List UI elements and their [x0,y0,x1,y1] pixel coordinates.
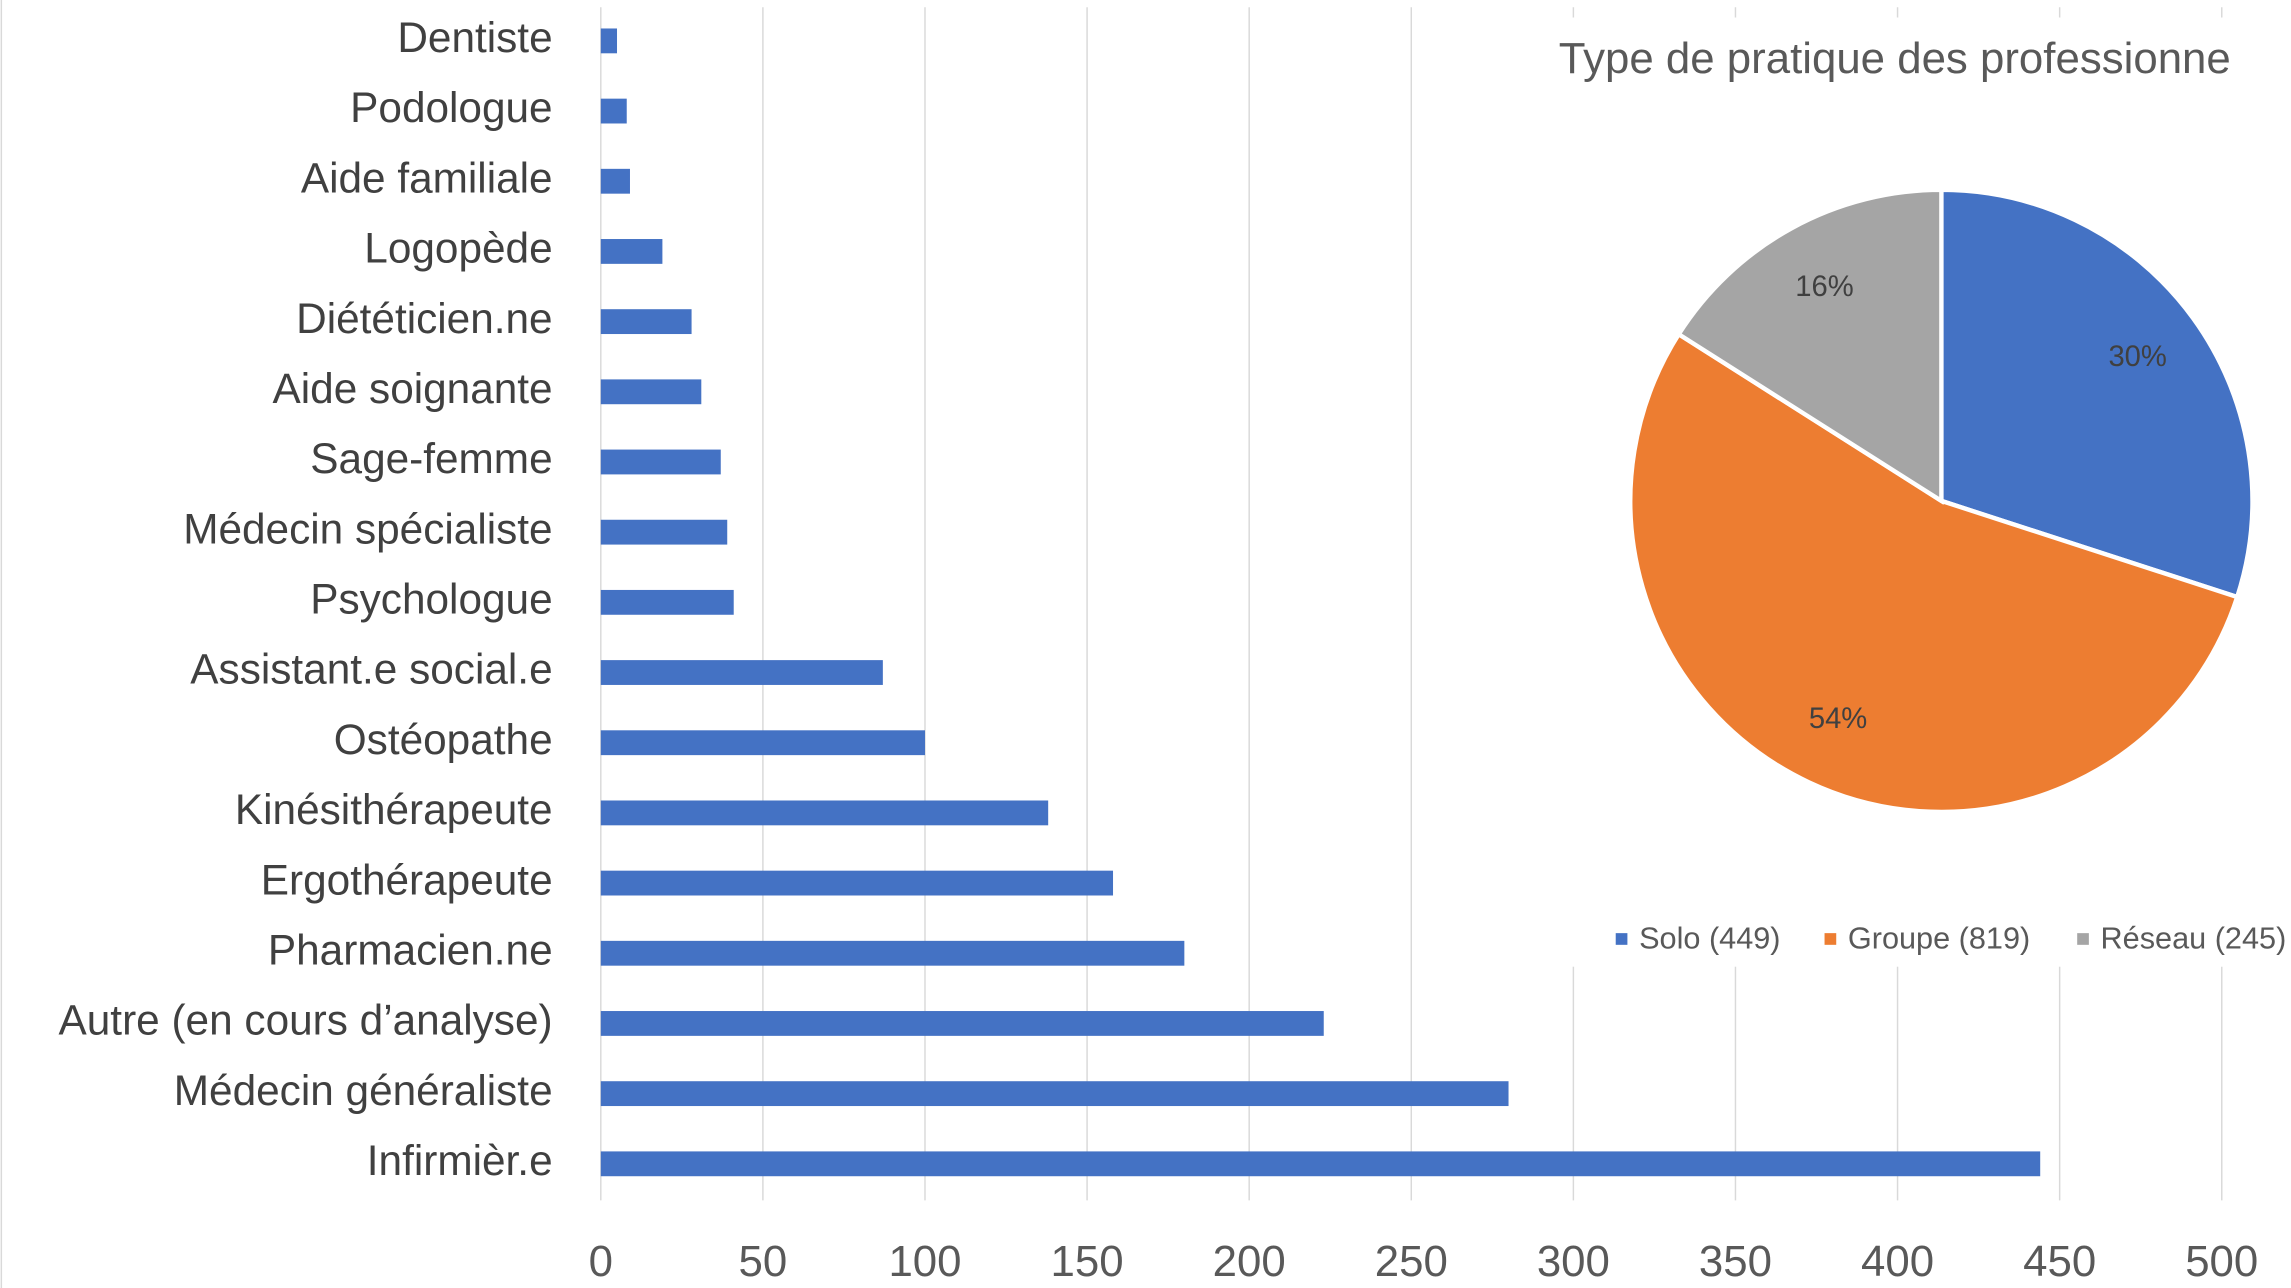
pie-slice [1628,331,2240,815]
bar [600,1011,1324,1036]
legend-marker [2077,933,2089,945]
y-tick-label: Podologue [350,84,552,131]
legend-marker [1615,933,1628,945]
bar [600,660,883,685]
x-tick-label: 0 [589,1237,613,1286]
legend-label: Réseau (245) [2101,922,2287,956]
y-tick-label: Autre (en cours d’analyse) [59,997,553,1044]
x-tick-label: 350 [1699,1237,1772,1286]
bar [600,589,734,615]
bar [600,168,630,194]
bar [600,1081,1509,1107]
bar [600,730,925,756]
y-tick-label: Médecin spécialiste [183,505,552,552]
x-tick-label: 200 [1213,1237,1286,1286]
y-tick-label: Psychologue [310,576,552,623]
x-tick-label: 450 [2023,1237,2096,1286]
bar [600,309,692,335]
data-label: 16% [1795,271,1853,303]
pie-title: Type de pratique des professionne [1559,34,2231,83]
bar [600,239,663,264]
legend-label: Solo (449) [1639,922,1780,956]
y-tick-label: Infirmièr.e [367,1137,553,1184]
y-tick-label: Ostéopathe [334,716,553,763]
y-tick-label: Diététicien.ne [296,295,552,342]
pie-slice [1939,187,2255,600]
y-tick-label: Médecin généraliste [174,1067,553,1114]
bar [600,98,627,124]
bar [600,379,702,405]
y-tick-label: Ergothérapeute [261,856,553,903]
y-tick-label: Pharmacien.ne [268,926,553,973]
x-tick-label: 50 [739,1237,788,1286]
y-tick-label: Logopède [364,225,552,272]
bar [600,800,1049,826]
y-tick-label: Aide familiale [301,154,553,201]
y-tick-label: Assistant.e social.e [190,646,552,693]
legend-marker [1824,933,1837,945]
y-tick-label: Dentiste [397,14,552,61]
x-tick-label: 400 [1861,1237,1934,1286]
y-tick-label: Aide soignante [273,365,553,412]
x-tick-label: 150 [1051,1237,1124,1286]
data-label: 54% [1809,703,1867,735]
x-tick-label: 300 [1537,1237,1610,1286]
bar [600,519,728,545]
bar [600,870,1114,896]
bar [600,28,618,54]
legend-label: Groupe (819) [1848,922,2030,956]
x-tick-label: 500 [2185,1237,2258,1286]
bar [600,449,721,475]
bar [600,940,1185,966]
data-label: 30% [2108,341,2166,373]
y-tick-label: Sage-femme [310,435,552,482]
y-tick-label: Kinésithérapeute [235,786,553,833]
pie-slice [1675,187,1944,505]
bar [600,1151,2041,1177]
x-tick-label: 100 [888,1237,961,1286]
x-tick-label: 250 [1375,1237,1448,1286]
